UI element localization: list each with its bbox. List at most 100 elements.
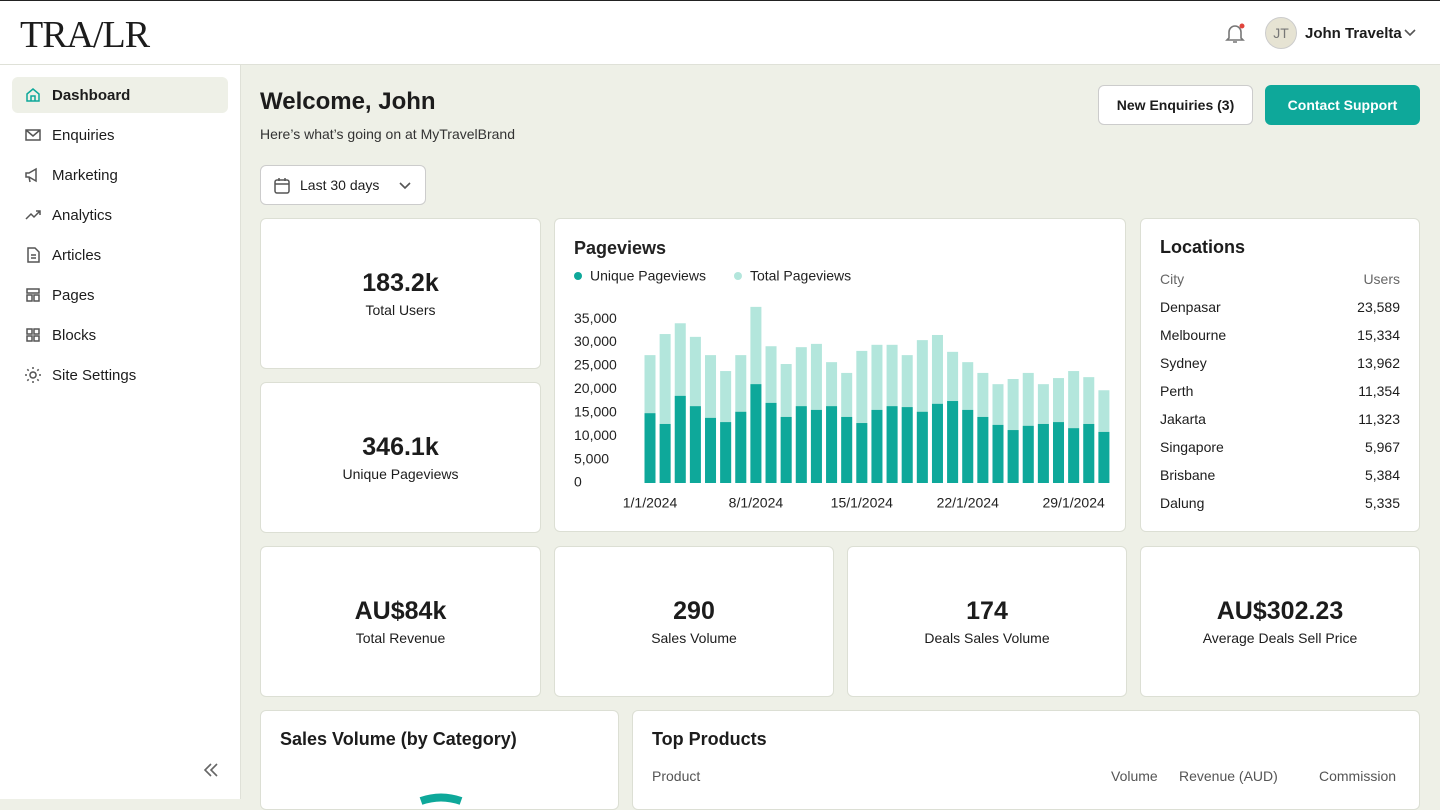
table-row: Melbourne 15,334 — [1160, 327, 1400, 343]
city-cell: Singapore — [1160, 439, 1224, 455]
new-enquiries-button[interactable]: New Enquiries (3) — [1098, 85, 1253, 125]
bar — [644, 413, 656, 483]
date-filter-label: Last 30 days — [300, 177, 380, 193]
bar — [1053, 422, 1065, 483]
x-tick-label: 22/1/2024 — [937, 495, 999, 511]
nav-item[interactable]: Site Settings — [12, 357, 228, 393]
bar — [856, 423, 868, 483]
table-row: Perth 11,354 — [1160, 383, 1400, 399]
nav-item[interactable]: Analytics — [12, 197, 228, 233]
nav-icon — [25, 167, 37, 183]
column-header: Product — [652, 768, 701, 784]
y-tick-label: 35,000 — [574, 310, 617, 326]
x-tick-label: 8/1/2024 — [729, 495, 784, 511]
city-cell: Denpasar — [1160, 299, 1221, 315]
welcome-subtitle: Here’s what’s going on at MyTravelBrand — [260, 126, 515, 142]
stat-card: AU$302.23 Average Deals Sell Price — [1140, 546, 1420, 697]
y-tick-label: 0 — [574, 474, 582, 490]
bar — [1037, 423, 1049, 483]
nav-icon — [26, 328, 40, 342]
nav-item[interactable]: Articles — [12, 237, 228, 273]
nav-item[interactable]: Blocks — [12, 317, 228, 353]
users-cell: 5,335 — [1364, 495, 1400, 511]
x-tick-label: 15/1/2024 — [831, 495, 893, 511]
table-row: Brisbane 5,384 — [1160, 467, 1400, 483]
bar — [1098, 431, 1110, 483]
sales-category-title: Sales Volume (by Category) — [280, 729, 517, 749]
user-menu-chevron[interactable] — [1403, 28, 1417, 38]
bar — [931, 403, 943, 483]
legend-label: Total Pageviews — [750, 268, 851, 284]
table-header: City Users — [1160, 271, 1400, 287]
collapse-button[interactable] — [202, 762, 220, 778]
city-cell: Jakarta — [1160, 411, 1206, 427]
bar — [689, 406, 701, 483]
nav-icon — [25, 367, 41, 383]
stat-card: 174 Deals Sales Volume — [847, 546, 1127, 697]
y-tick-label: 25,000 — [574, 357, 617, 373]
locations-title: Locations — [1160, 237, 1246, 257]
logo[interactable]: TRA/LR — [20, 14, 150, 56]
sales-category-card: Sales Volume (by Category) — [260, 710, 619, 810]
contact-support-button[interactable]: Contact Support — [1265, 85, 1420, 125]
stat-value: AU$84k — [354, 597, 447, 625]
notification-icon[interactable] — [1224, 23, 1246, 45]
bar — [780, 416, 792, 483]
bar — [750, 384, 762, 483]
stat-value: AU$302.23 — [1216, 597, 1344, 625]
bar — [916, 340, 928, 483]
top-products-title: Top Products — [652, 729, 767, 749]
users-cell: 5,384 — [1364, 467, 1400, 483]
stat-value: 183.2k — [362, 269, 439, 297]
nav-item[interactable]: Dashboard — [12, 77, 228, 113]
bar — [674, 395, 686, 483]
nav-icon — [25, 210, 41, 220]
stat-label: Deals Sales Volume — [924, 630, 1050, 646]
city-cell: Dalung — [1160, 495, 1205, 511]
table-row: Denpasar 23,589 — [1160, 299, 1400, 315]
users-cell: 15,334 — [1357, 327, 1400, 343]
nav-item[interactable]: Marketing — [12, 157, 228, 193]
bar — [1068, 371, 1080, 483]
city-cell: Brisbane — [1160, 467, 1216, 483]
donut-chart — [419, 793, 463, 805]
stat-card: 346.1k Unique Pageviews — [260, 382, 541, 533]
bar — [871, 409, 883, 483]
table-row: Jakarta 11,323 — [1160, 411, 1400, 427]
top-products-card: Top Products Product Volume Revenue (AUD) C… — [632, 710, 1420, 810]
chevron — [399, 182, 411, 190]
city-cell: Perth — [1160, 383, 1194, 399]
bar — [977, 416, 989, 483]
column-header: City — [1160, 271, 1185, 287]
user-name[interactable]: John Travelta — [1305, 25, 1402, 42]
bar — [765, 402, 777, 483]
bar — [720, 422, 732, 483]
stat-value: 290 — [673, 597, 715, 625]
nav-icon — [26, 88, 40, 102]
bar — [659, 423, 671, 483]
stat-label: Sales Volume — [651, 630, 737, 646]
calendar-icon — [274, 178, 290, 194]
bar — [1022, 425, 1034, 483]
bar — [947, 401, 959, 483]
bar — [735, 411, 747, 483]
table-row: Sydney 13,962 — [1160, 355, 1400, 371]
stat-card: 290 Sales Volume — [554, 546, 834, 697]
nav-icon — [26, 288, 40, 302]
stat-card: AU$84k Total Revenue — [260, 546, 541, 697]
avatar[interactable]: JT — [1265, 17, 1297, 49]
bar — [901, 407, 913, 483]
stat-card: 183.2k Total Users — [260, 218, 541, 369]
nav-item[interactable]: Enquiries — [12, 117, 228, 153]
stat-label: Average Deals Sell Price — [1202, 630, 1358, 646]
nav-item[interactable]: Pages — [12, 277, 228, 313]
column-header: Commission — [1319, 768, 1397, 784]
bar — [826, 406, 838, 483]
sidebar: Dashboard Enquiries Marketing Analytics Arti… — [0, 65, 241, 799]
column-header: Revenue (AUD) — [1179, 768, 1278, 784]
y-tick-label: 10,000 — [574, 427, 617, 443]
bar — [1083, 423, 1095, 483]
city-cell: Sydney — [1160, 355, 1207, 371]
date-filter[interactable]: Last 30 days — [260, 165, 426, 205]
table-row: Dalung 5,335 — [1160, 495, 1400, 511]
